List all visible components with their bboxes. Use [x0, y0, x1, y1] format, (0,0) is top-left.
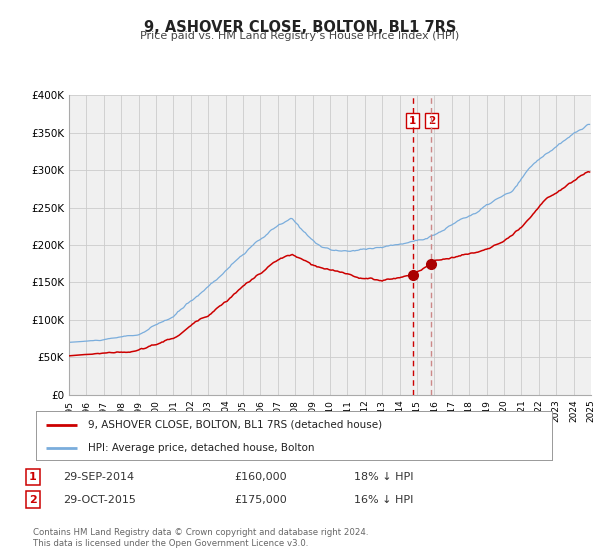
- Text: 29-OCT-2015: 29-OCT-2015: [63, 494, 136, 505]
- Text: £160,000: £160,000: [234, 472, 287, 482]
- Text: 2: 2: [29, 494, 37, 505]
- Text: 9, ASHOVER CLOSE, BOLTON, BL1 7RS (detached house): 9, ASHOVER CLOSE, BOLTON, BL1 7RS (detac…: [88, 420, 382, 430]
- Text: 1: 1: [29, 472, 37, 482]
- Text: £175,000: £175,000: [234, 494, 287, 505]
- Text: 1: 1: [409, 116, 416, 125]
- Text: 16% ↓ HPI: 16% ↓ HPI: [354, 494, 413, 505]
- Text: HPI: Average price, detached house, Bolton: HPI: Average price, detached house, Bolt…: [88, 442, 314, 452]
- Text: Contains HM Land Registry data © Crown copyright and database right 2024.
This d: Contains HM Land Registry data © Crown c…: [33, 528, 368, 548]
- Text: 9, ASHOVER CLOSE, BOLTON, BL1 7RS: 9, ASHOVER CLOSE, BOLTON, BL1 7RS: [144, 20, 456, 35]
- Text: 2: 2: [428, 116, 435, 125]
- Text: 18% ↓ HPI: 18% ↓ HPI: [354, 472, 413, 482]
- Text: Price paid vs. HM Land Registry’s House Price Index (HPI): Price paid vs. HM Land Registry’s House …: [140, 31, 460, 41]
- Text: 29-SEP-2014: 29-SEP-2014: [63, 472, 134, 482]
